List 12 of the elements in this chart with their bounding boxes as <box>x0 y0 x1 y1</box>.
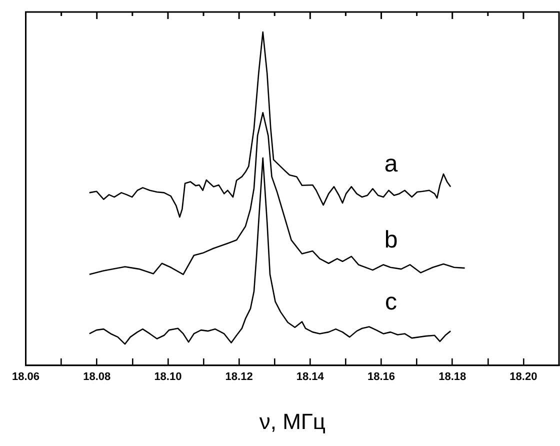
x-tick-label: 18.10 <box>154 371 182 384</box>
x-tick-label: 18.18 <box>438 371 466 384</box>
series-label: c <box>385 288 398 316</box>
x-tick-label: 18.08 <box>83 371 111 384</box>
x-tick-label: 18.16 <box>367 371 396 384</box>
x-tick-label: 18.06 <box>12 371 40 384</box>
series-label: b <box>384 226 398 254</box>
x-tick-label: 18.12 <box>225 371 253 384</box>
x-tick-label: 18.20 <box>510 371 538 384</box>
x-tick-label: 18.14 <box>296 371 325 384</box>
x-axis-title: ν, МГц <box>259 408 326 434</box>
series-label: a <box>384 150 398 178</box>
